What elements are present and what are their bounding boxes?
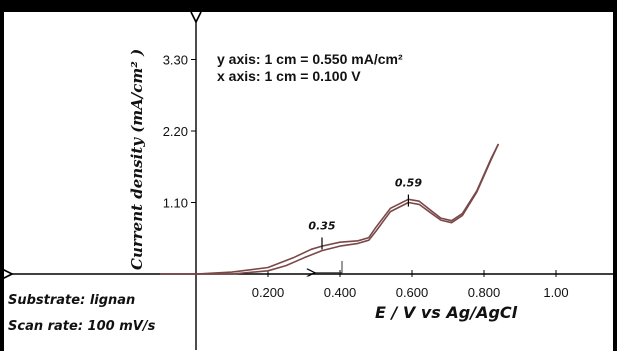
substrate-label: Substrate: lignan [8,293,135,308]
y-tick-label: 1.10 [163,196,188,211]
x-scale-note: x axis: 1 cm = 0.100 V [217,68,361,84]
x-tick-label: 1.00 [543,285,568,300]
y-scale-note: y axis: 1 cm = 0.550 mA/cm² [217,51,403,67]
frame-right-border [613,0,617,351]
scan-rate-label: Scan rate: 100 mV/s [8,319,156,334]
cv-curve-1 [160,143,500,275]
x-tick-label: 0.600 [396,285,429,300]
x-tick-label: 0.400 [324,285,357,300]
cv-curve-2 [160,143,500,275]
frame-top-border [0,0,617,12]
scan-direction-arrow [315,261,343,273]
y-axis-title: Current density (mA/cm² ) [128,49,146,270]
y-tick-label: 3.30 [163,53,188,68]
peak-label: 0.59 [395,177,422,190]
y-tick-label: 2.20 [163,124,188,139]
x-tick-label: 0.200 [252,285,285,300]
x-tick-label: 0.800 [468,285,501,300]
frame-left-border [0,0,4,351]
peak-label: 0.35 [308,219,335,232]
x-axis-title: E / V vs Ag/AgCl [375,303,518,322]
